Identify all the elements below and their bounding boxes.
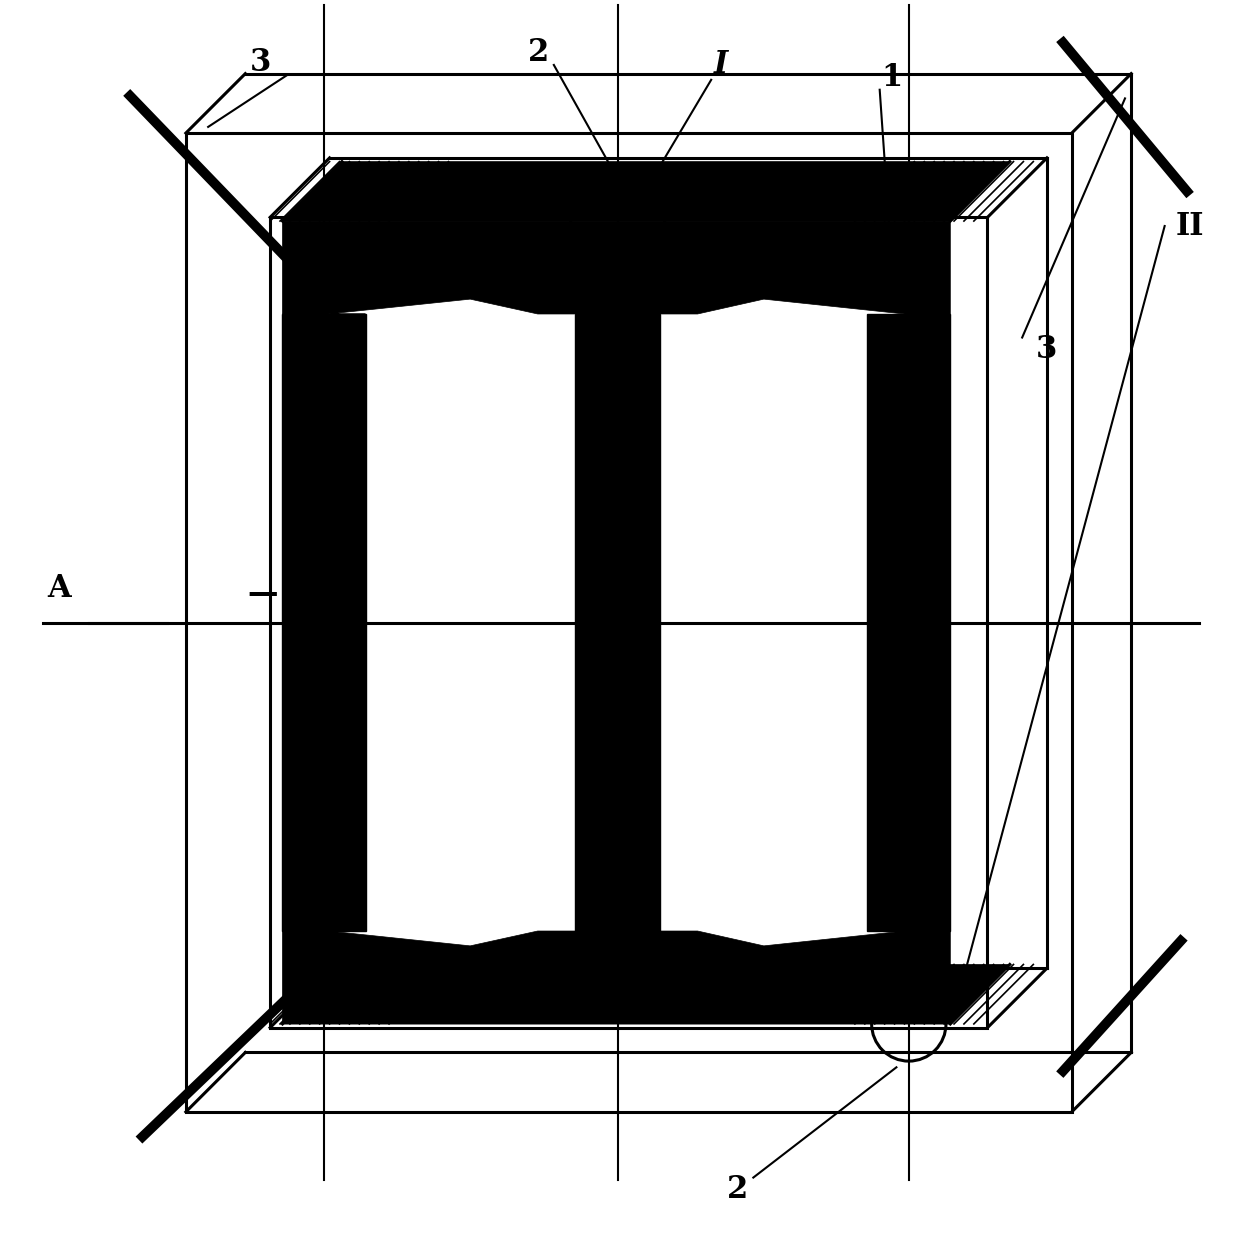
Text: I: I	[714, 50, 729, 81]
Text: 1: 1	[881, 62, 903, 93]
Polygon shape	[282, 222, 950, 314]
Text: 3: 3	[1036, 335, 1058, 366]
Text: 3: 3	[249, 47, 271, 78]
Polygon shape	[282, 314, 366, 931]
Text: 2: 2	[528, 37, 550, 68]
Polygon shape	[282, 162, 1010, 222]
Polygon shape	[575, 314, 660, 931]
Text: A: A	[47, 573, 72, 604]
Text: 2: 2	[726, 1174, 748, 1205]
Polygon shape	[282, 965, 1010, 1023]
Text: II: II	[1175, 210, 1204, 242]
Polygon shape	[867, 314, 950, 931]
Text: — A: — A	[248, 579, 312, 610]
Polygon shape	[282, 931, 950, 1023]
